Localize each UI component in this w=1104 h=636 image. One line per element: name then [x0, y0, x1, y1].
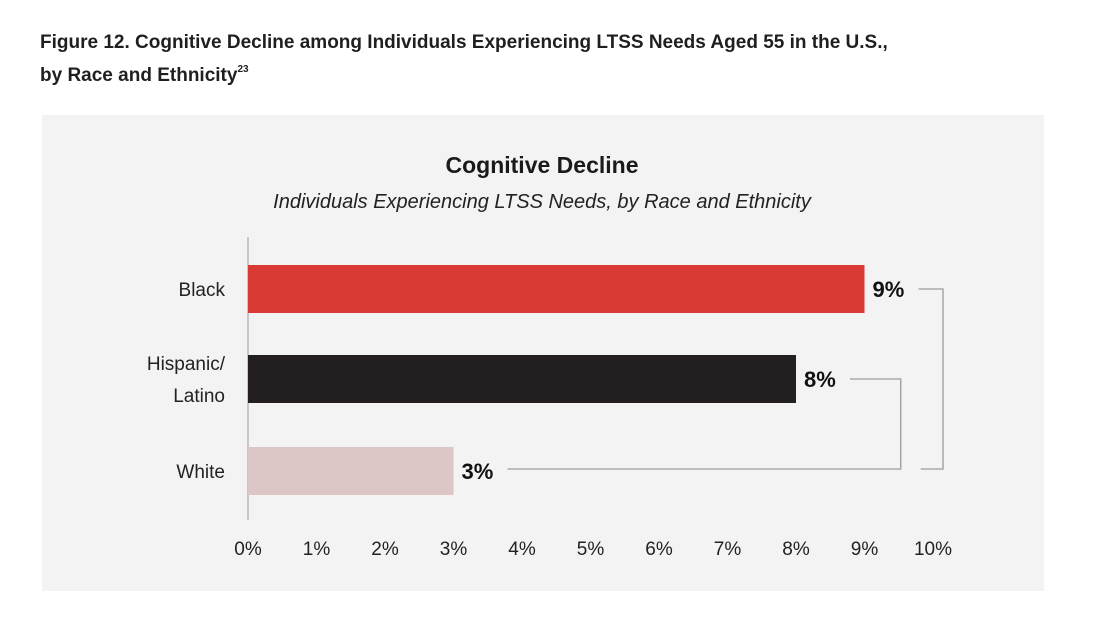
- x-tick-label-10: 10%: [914, 539, 952, 560]
- bar-0: [248, 265, 865, 313]
- value-label-0: 9%: [873, 277, 905, 302]
- bracket-hispanic-white: [507, 378, 902, 470]
- category-label-1-1: Latino: [173, 386, 225, 407]
- plot-area: Black 9% Hispanic/Latino 8% White 3% 0% 1% 2% 3% 4…: [147, 237, 952, 560]
- chart-panel: Cognitive Decline Individuals Experienci…: [42, 115, 1044, 591]
- x-tick-label-4: 4%: [508, 539, 536, 560]
- x-tick-label-7: 7%: [714, 539, 742, 560]
- x-tick-label-5: 5%: [577, 539, 605, 560]
- category-label-0-0: Black: [179, 280, 226, 301]
- chart-subtitle: Individuals Experiencing LTSS Needs, by …: [273, 191, 812, 213]
- category-label-1-0: Hispanic/: [147, 354, 226, 375]
- x-tick-label-6: 6%: [645, 539, 673, 560]
- category-label-2-0: White: [176, 462, 225, 483]
- x-tick-label-2: 2%: [371, 539, 399, 560]
- chart-title: Cognitive Decline: [446, 152, 639, 178]
- bracket-black-white: [918, 288, 944, 470]
- value-label-2: 3%: [462, 459, 494, 484]
- figure-caption-line2: by Race and Ethnicity: [40, 65, 238, 86]
- x-tick-label-1: 1%: [303, 539, 331, 560]
- bar-1: [248, 355, 796, 403]
- value-label-1: 8%: [804, 367, 836, 392]
- x-tick-label-8: 8%: [782, 539, 810, 560]
- footnote-marker: 23: [237, 64, 249, 75]
- bar-2: [248, 447, 454, 495]
- figure-caption: Figure 12. Cognitive Decline among Indiv…: [40, 26, 1060, 92]
- bar-chart: Cognitive Decline Individuals Experienci…: [147, 152, 952, 560]
- x-tick-label-0: 0%: [234, 539, 262, 560]
- figure-caption-line1: Figure 12. Cognitive Decline among Indiv…: [40, 32, 888, 53]
- x-tick-label-3: 3%: [440, 539, 468, 560]
- x-tick-label-9: 9%: [851, 539, 879, 560]
